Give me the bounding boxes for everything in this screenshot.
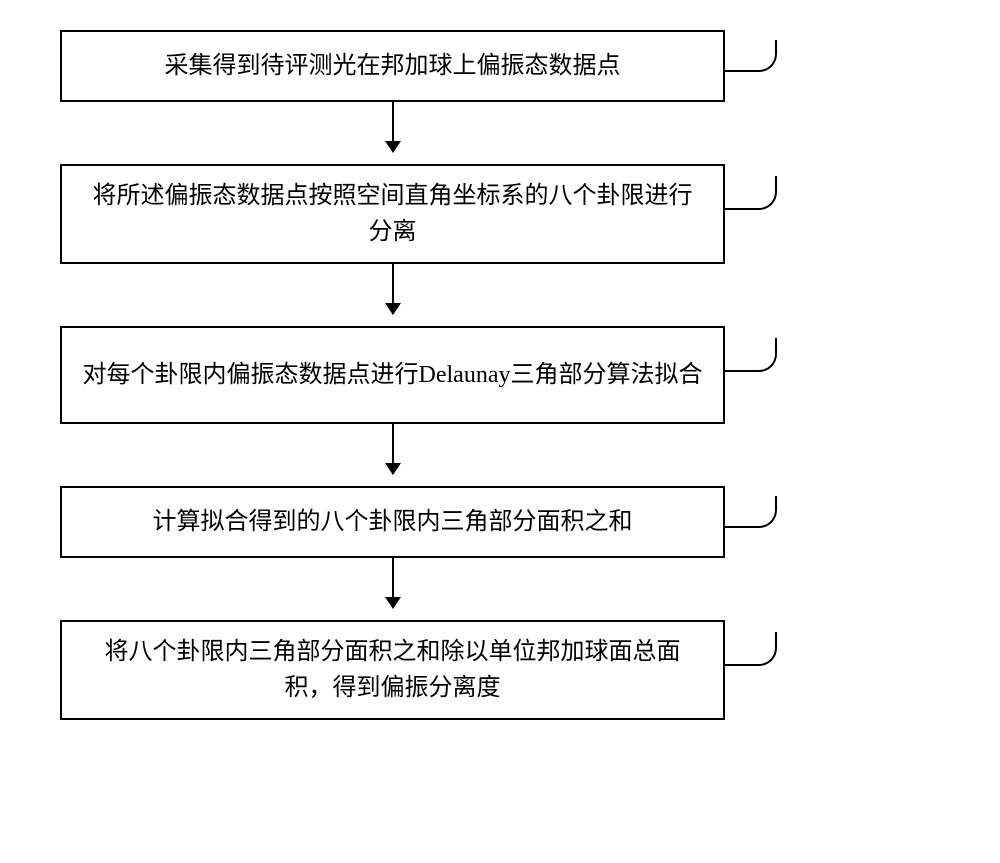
step-text: 采集得到待评测光在邦加球上偏振态数据点 [165, 48, 621, 84]
step-text: 对每个卦限内偏振态数据点进行Delaunay三角部分算法拟合 [83, 357, 703, 393]
step-box-s106: 对每个卦限内偏振态数据点进行Delaunay三角部分算法拟合 [60, 326, 725, 424]
step-row-s102: 采集得到待评测光在邦加球上偏振态数据点S102 [60, 30, 940, 102]
step-row-s106: 对每个卦限内偏振态数据点进行Delaunay三角部分算法拟合S106 [60, 326, 940, 424]
step-text: 计算拟合得到的八个卦限内三角部分面积之和 [153, 504, 633, 540]
step-text: 将八个卦限内三角部分面积之和除以单位邦加球面总面积，得到偏振分离度 [82, 634, 703, 706]
label-connector [723, 338, 777, 372]
step-row-s110: 将八个卦限内三角部分面积之和除以单位邦加球面总面积，得到偏振分离度S110 [60, 620, 940, 720]
label-connector [723, 632, 777, 666]
arrow-wrap [60, 558, 725, 620]
arrow-wrap [60, 102, 725, 164]
step-text: 将所述偏振态数据点按照空间直角坐标系的八个卦限进行分离 [82, 178, 703, 250]
step-box-s108: 计算拟合得到的八个卦限内三角部分面积之和 [60, 486, 725, 558]
flowchart-container: 采集得到待评测光在邦加球上偏振态数据点S102 将所述偏振态数据点按照空间直角坐标… [60, 30, 940, 720]
step-box-s110: 将八个卦限内三角部分面积之和除以单位邦加球面总面积，得到偏振分离度 [60, 620, 725, 720]
arrow-down-icon [392, 558, 394, 608]
label-connector [723, 176, 777, 210]
step-box-s104: 将所述偏振态数据点按照空间直角坐标系的八个卦限进行分离 [60, 164, 725, 264]
arrow-down-icon [392, 264, 394, 314]
step-row-s104: 将所述偏振态数据点按照空间直角坐标系的八个卦限进行分离S104 [60, 164, 940, 264]
arrow-down-icon [392, 102, 394, 152]
arrow-wrap [60, 264, 725, 326]
label-connector [723, 40, 777, 72]
step-box-s102: 采集得到待评测光在邦加球上偏振态数据点 [60, 30, 725, 102]
step-row-s108: 计算拟合得到的八个卦限内三角部分面积之和S108 [60, 486, 940, 558]
arrow-wrap [60, 424, 725, 486]
arrow-down-icon [392, 424, 394, 474]
label-connector [723, 496, 777, 528]
